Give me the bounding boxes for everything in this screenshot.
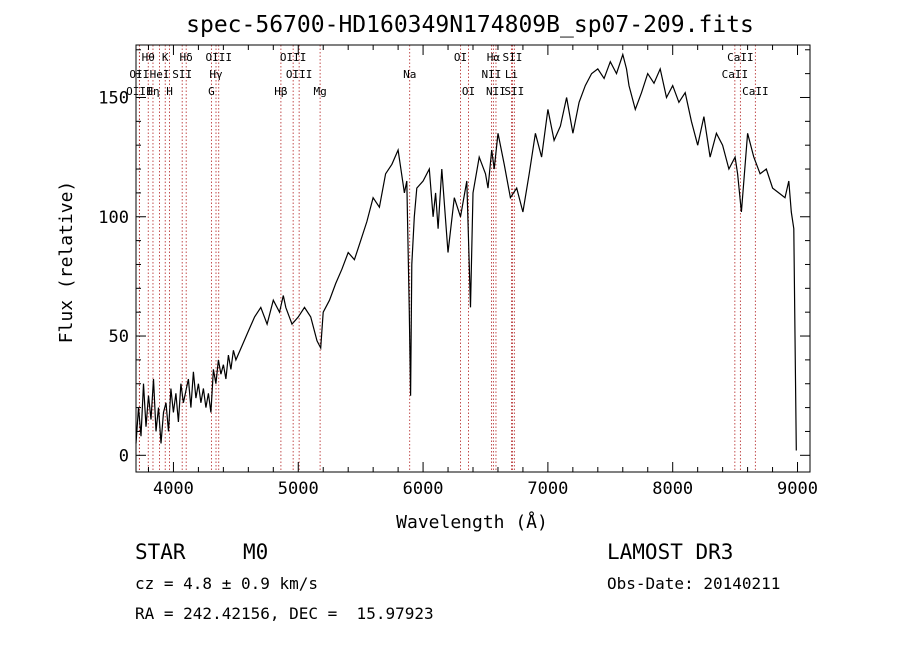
spectral-line-label: SII bbox=[172, 68, 192, 81]
spectral-line-label: Hθ bbox=[142, 51, 155, 64]
spectral-line-label: OII bbox=[129, 68, 149, 81]
spectral-line-label: OIII bbox=[206, 51, 233, 64]
spectral-line-label: HeI bbox=[150, 68, 170, 81]
spectral-line-label: G bbox=[208, 85, 215, 98]
spectral-line-label: CaII bbox=[727, 51, 754, 64]
x-tick-label: 8000 bbox=[652, 479, 693, 499]
y-tick-label: 150 bbox=[98, 88, 129, 108]
axes-layer: 4000 5000 6000 7000 8000 9000 0 50 100 150 bbox=[98, 45, 818, 499]
y-axis-label: Flux (relative) bbox=[56, 181, 77, 344]
spectral-line-label: Hβ bbox=[274, 85, 288, 98]
object-class: STAR bbox=[135, 540, 186, 564]
plot-frame bbox=[135, 44, 811, 473]
spectral-line-label: Hη bbox=[146, 85, 159, 98]
spectral-line-label: Li bbox=[505, 68, 518, 81]
spectral-line-label: H bbox=[166, 85, 173, 98]
cz-value: cz = 4.8 ± 0.9 km/s bbox=[135, 574, 319, 593]
spectral-line-label: OI bbox=[462, 85, 475, 98]
spectral-line-label: SII bbox=[503, 51, 523, 64]
spectrum-line bbox=[135, 52, 797, 451]
spectral-line-label: Hα bbox=[487, 51, 501, 64]
x-tick-label: 6000 bbox=[403, 479, 444, 499]
chart-title: spec-56700-HD160349N174809B_sp07-209.fit… bbox=[186, 12, 754, 38]
y-tick-label: 100 bbox=[98, 208, 129, 228]
x-tick-label: 4000 bbox=[153, 479, 194, 499]
spectral-line-label: Mg bbox=[313, 85, 326, 98]
spectral-line-label: OIII bbox=[126, 85, 153, 98]
survey-name: LAMOST DR3 bbox=[607, 540, 734, 564]
spectral-line-label: K bbox=[162, 51, 169, 64]
subclass: M0 bbox=[243, 540, 269, 564]
spectral-line-label: Na bbox=[403, 68, 416, 81]
y-tick-label: 50 bbox=[109, 327, 129, 347]
obs-date: Obs-Date: 20140211 bbox=[607, 574, 781, 593]
spectral-line-label: OIII bbox=[280, 51, 307, 64]
spectral-line-label: CaII bbox=[722, 68, 749, 81]
y-tick-label: 0 bbox=[119, 446, 129, 466]
spectral-line-label: NII bbox=[482, 68, 502, 81]
spectral-line-label: OIII bbox=[286, 68, 313, 81]
emission-lines-layer bbox=[138, 45, 756, 472]
x-tick-label: 5000 bbox=[278, 479, 319, 499]
spectral-line-label: NII bbox=[486, 85, 506, 98]
spectral-line-label: CaII bbox=[742, 85, 769, 98]
x-tick-label: 9000 bbox=[777, 479, 818, 499]
x-tick-label: 7000 bbox=[527, 479, 568, 499]
spectral-line-label: SII bbox=[504, 85, 524, 98]
x-axis-label: Wavelength (Å) bbox=[396, 511, 548, 533]
coordinates: RA = 242.42156, DEC = 15.97923 bbox=[135, 604, 434, 623]
spectral-line-label: OI bbox=[454, 51, 467, 64]
spectral-line-label: Hδ bbox=[180, 51, 193, 64]
spectral-line-label: Hγ bbox=[209, 68, 223, 81]
